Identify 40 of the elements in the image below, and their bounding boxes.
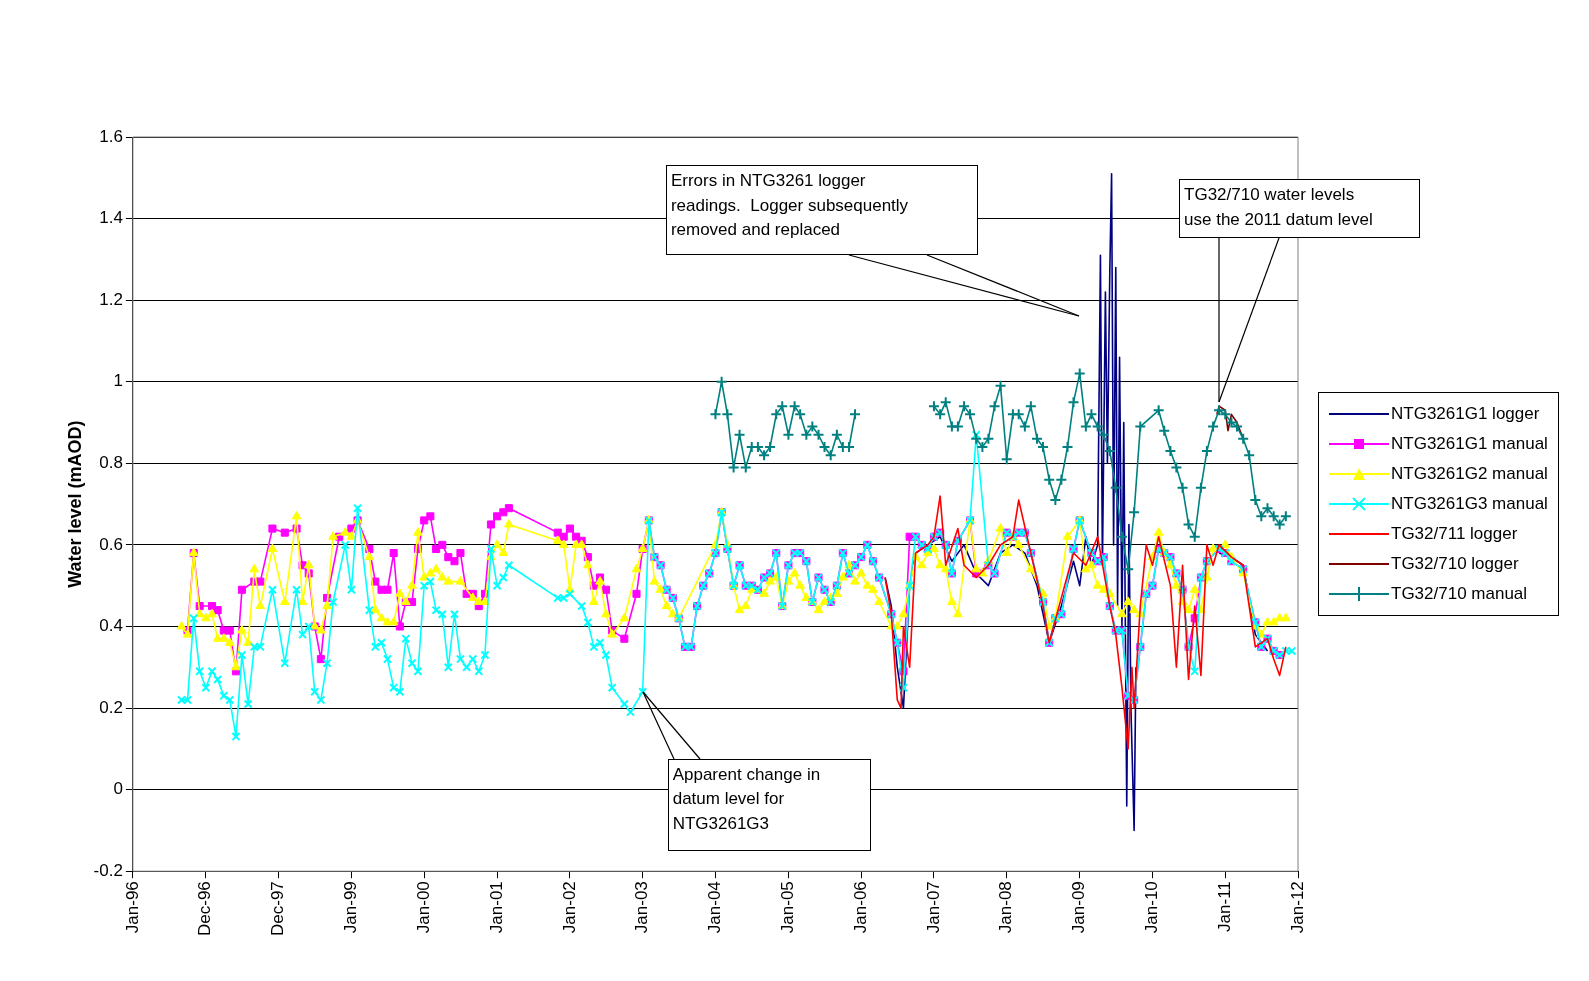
y-tick-label: 0.6 [99,534,123,554]
x-tick-label: Jan-02 [559,881,579,934]
y-tick-label: -0.2 [93,860,123,880]
legend-label: NTG3261G3 manual [1391,494,1548,515]
annotation: Apparent change in datum level for NTG3261G3 [667,758,871,851]
y-tick-label: 0.2 [99,697,123,717]
x-tick-label: Jan-96 [122,881,142,934]
x-tick-label: Dec-96 [195,881,215,937]
y-tick-label: 0.8 [99,453,123,472]
x-tick-label: Jan-10 [1142,881,1162,934]
x-tick-label: Jan-09 [1069,881,1089,934]
y-tick-label: 1.2 [99,289,123,309]
x-tick-label: Jan-03 [632,881,652,934]
x-tick-label: Dec-97 [268,881,288,937]
legend-label: NTG3261G1 manual [1391,434,1548,455]
y-tick-label: 1.4 [99,208,123,228]
x-tick-label: Jan-12 [1287,881,1307,934]
legend-label: NTG3261G2 manual [1391,464,1548,485]
callout: Apparent change in datum level for NTG3261G3 [641,690,872,852]
annotation: TG32/710 water levels use the 2011 datum level [1179,179,1421,239]
legend-label: NTG3261G1 logger [1391,404,1540,425]
legend-label: TG32/710 logger [1391,554,1519,575]
x-tick-label: Jan-06 [850,881,870,934]
x-tick-label: Jan-11 [1214,881,1234,932]
callout: Errors in NTG3261 logger readings. Logger subsequently removed and replaced [664,164,1080,317]
x-tick-label: Jan-08 [996,881,1016,934]
x-tick-label: Jan-00 [413,881,433,934]
y-tick-label: 1 [113,371,123,391]
x-tick-label: Jan-99 [341,881,361,934]
x-tick-label: Jan-07 [923,881,943,934]
legend-label: TG32/711 logger [1391,524,1518,545]
x-tick-label: Jan-01 [486,881,506,934]
y-axis-title: Water level (mAOD) [64,420,85,588]
annotation: Errors in NTG3261 logger readings. Logger subsequently removed and replaced [665,165,978,255]
x-tick-label: Jan-05 [778,881,798,934]
legend-label: TG32/710 manual [1391,584,1528,605]
y-tick-label: 0 [113,779,123,799]
y-tick-label: 1.6 [99,126,123,146]
y-tick-label: 0.4 [99,616,123,636]
x-tick-label: Jan-04 [705,881,725,934]
